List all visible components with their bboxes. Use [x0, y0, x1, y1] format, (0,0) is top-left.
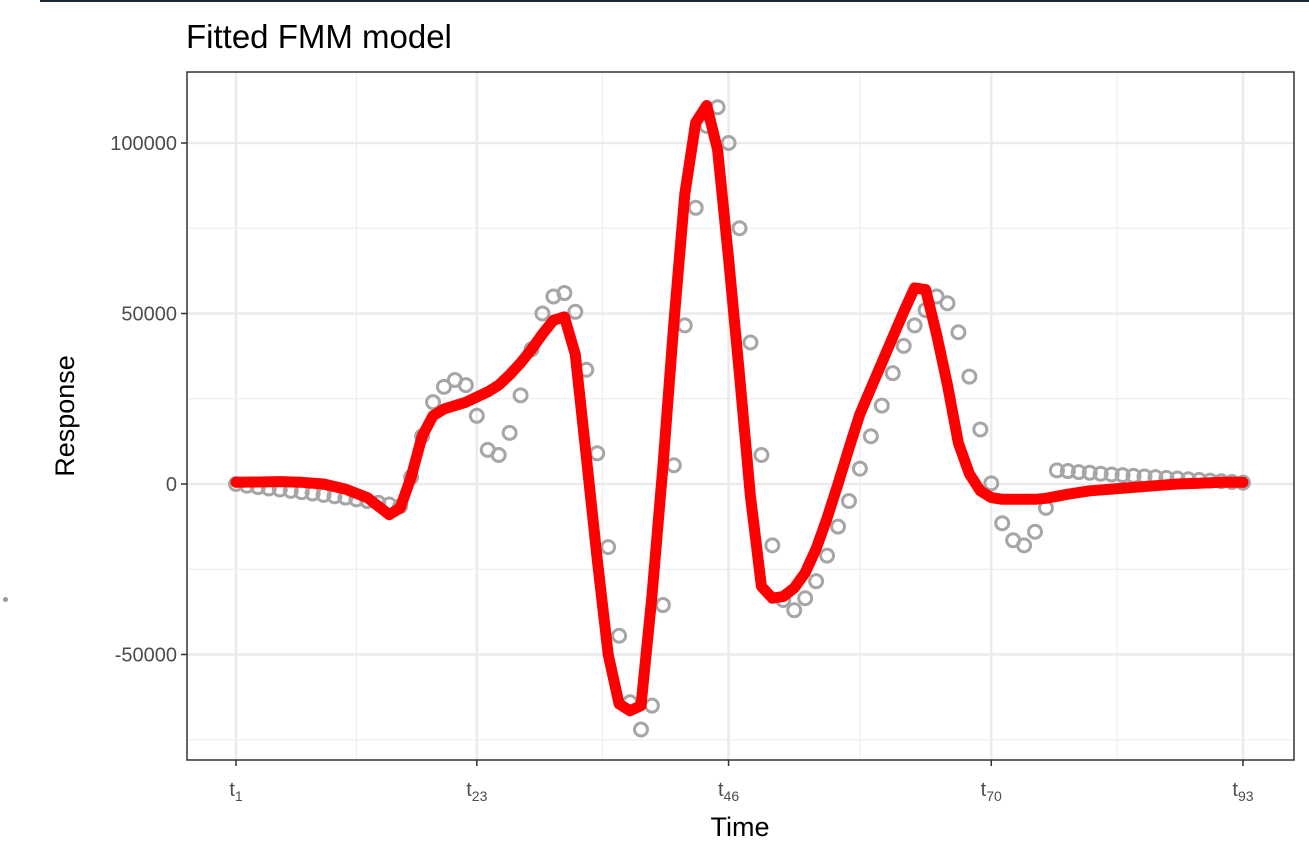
data-point — [1092, 465, 1109, 482]
data-point — [1048, 462, 1065, 479]
data-point — [895, 337, 912, 354]
data-point — [950, 324, 967, 341]
data-point — [1081, 464, 1098, 481]
data-point — [468, 407, 485, 424]
x-tick-label: t23 — [466, 779, 487, 804]
x-tick-label: t93 — [1232, 779, 1253, 804]
data-point — [1059, 463, 1076, 480]
data-point — [884, 365, 901, 382]
data-point — [1070, 464, 1087, 481]
chart-title: Fitted FMM model — [186, 18, 452, 55]
data-point — [753, 447, 770, 464]
data-point — [994, 515, 1011, 532]
stray-dot — [3, 597, 8, 602]
data-point — [906, 317, 923, 334]
data-point — [600, 539, 617, 556]
data-point — [632, 721, 649, 738]
data-point — [490, 447, 507, 464]
top-border-line — [40, 0, 1309, 2]
data-point — [939, 295, 956, 312]
data-point — [1027, 523, 1044, 540]
y-tick-label: 50000 — [121, 304, 177, 326]
data-point — [501, 424, 518, 441]
x-axis-title: Time — [711, 812, 770, 842]
x-tick-label: t46 — [718, 779, 739, 804]
data-point — [972, 421, 989, 438]
x-tick-label: t1 — [229, 779, 243, 804]
data-point — [457, 377, 474, 394]
data-point — [435, 378, 452, 395]
data-point — [873, 397, 890, 414]
data-point — [687, 199, 704, 216]
data-point — [720, 135, 737, 151]
y-tick-label: 0 — [166, 474, 177, 496]
data-point — [611, 627, 628, 644]
y-tick-label: 100000 — [110, 133, 177, 155]
x-tick-label: t70 — [981, 779, 1002, 804]
data-point — [983, 475, 1000, 492]
data-point — [819, 547, 836, 564]
data-point — [808, 573, 825, 590]
data-point — [961, 368, 978, 385]
data-point — [534, 305, 551, 322]
data-point — [797, 590, 814, 607]
data-point — [556, 285, 573, 302]
data-point — [840, 493, 857, 510]
y-axis: -50000 0 50000 100000 — [110, 133, 187, 667]
data-point — [1114, 467, 1131, 484]
data-point — [1016, 537, 1033, 554]
data-point — [425, 394, 442, 411]
data-point — [830, 518, 847, 535]
panel-border — [186, 71, 1295, 761]
data-point — [567, 303, 584, 320]
data-point — [1103, 466, 1120, 483]
data-point — [731, 220, 748, 237]
x-axis: t1 t23 t46 t70 t93 — [229, 760, 1254, 804]
data-point — [764, 537, 781, 554]
data-point — [742, 334, 759, 351]
fitted-line — [230, 100, 1249, 717]
data-point — [851, 460, 868, 477]
y-axis-title: Response — [50, 355, 80, 477]
data-point — [512, 387, 529, 404]
data-point — [786, 602, 803, 619]
y-tick-label: -50000 — [115, 645, 177, 667]
data-point — [862, 428, 879, 445]
